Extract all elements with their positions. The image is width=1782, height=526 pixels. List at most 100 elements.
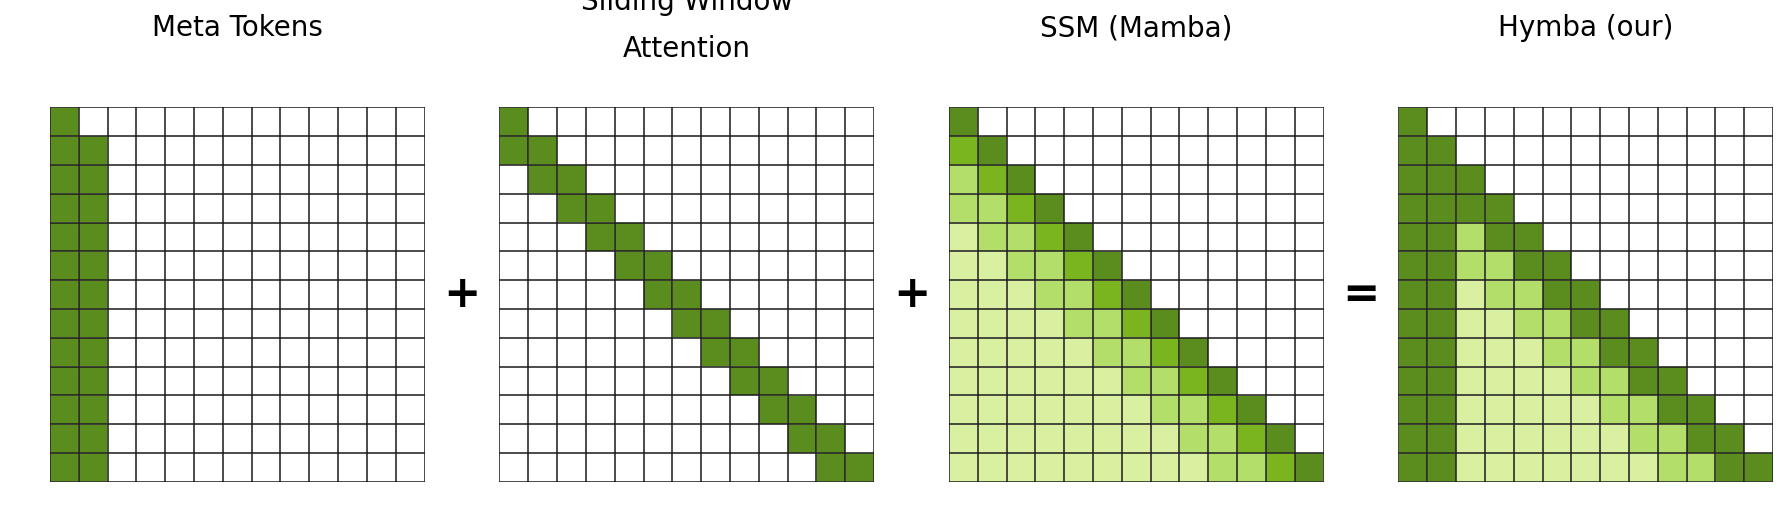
FancyBboxPatch shape [788, 338, 816, 366]
FancyBboxPatch shape [1296, 453, 1324, 482]
FancyBboxPatch shape [1064, 194, 1092, 222]
FancyBboxPatch shape [1515, 223, 1541, 251]
FancyBboxPatch shape [194, 453, 223, 482]
FancyBboxPatch shape [1296, 194, 1324, 222]
FancyBboxPatch shape [529, 107, 556, 136]
FancyBboxPatch shape [137, 338, 166, 366]
FancyBboxPatch shape [978, 424, 1007, 453]
Text: +: + [444, 273, 481, 316]
FancyBboxPatch shape [759, 165, 788, 194]
FancyBboxPatch shape [1151, 309, 1180, 338]
FancyBboxPatch shape [1237, 396, 1265, 424]
FancyBboxPatch shape [615, 424, 643, 453]
FancyBboxPatch shape [643, 165, 672, 194]
FancyBboxPatch shape [396, 280, 424, 309]
FancyBboxPatch shape [731, 424, 759, 453]
FancyBboxPatch shape [1035, 338, 1064, 366]
FancyBboxPatch shape [78, 396, 107, 424]
FancyBboxPatch shape [788, 251, 816, 280]
FancyBboxPatch shape [50, 251, 78, 280]
FancyBboxPatch shape [251, 309, 280, 338]
FancyBboxPatch shape [731, 165, 759, 194]
FancyBboxPatch shape [251, 367, 280, 395]
FancyBboxPatch shape [1035, 280, 1064, 309]
FancyBboxPatch shape [643, 424, 672, 453]
FancyBboxPatch shape [282, 136, 308, 165]
FancyBboxPatch shape [978, 136, 1007, 165]
FancyBboxPatch shape [702, 251, 729, 280]
FancyBboxPatch shape [1657, 107, 1686, 136]
FancyBboxPatch shape [643, 107, 672, 136]
FancyBboxPatch shape [816, 251, 845, 280]
FancyBboxPatch shape [396, 251, 424, 280]
FancyBboxPatch shape [1688, 223, 1714, 251]
FancyBboxPatch shape [50, 280, 78, 309]
FancyBboxPatch shape [1745, 396, 1773, 424]
FancyBboxPatch shape [1629, 453, 1657, 482]
FancyBboxPatch shape [1629, 107, 1657, 136]
FancyBboxPatch shape [1094, 338, 1121, 366]
FancyBboxPatch shape [816, 107, 845, 136]
FancyBboxPatch shape [1094, 396, 1121, 424]
FancyBboxPatch shape [1296, 280, 1324, 309]
FancyBboxPatch shape [759, 338, 788, 366]
FancyBboxPatch shape [50, 424, 78, 453]
FancyBboxPatch shape [586, 194, 615, 222]
FancyBboxPatch shape [1657, 136, 1686, 165]
FancyBboxPatch shape [1515, 396, 1541, 424]
FancyBboxPatch shape [1007, 338, 1035, 366]
FancyBboxPatch shape [1688, 367, 1714, 395]
FancyBboxPatch shape [702, 424, 729, 453]
FancyBboxPatch shape [1716, 338, 1745, 366]
FancyBboxPatch shape [282, 309, 308, 338]
FancyBboxPatch shape [1399, 136, 1427, 165]
FancyBboxPatch shape [1007, 367, 1035, 395]
FancyBboxPatch shape [731, 194, 759, 222]
FancyBboxPatch shape [78, 367, 107, 395]
FancyBboxPatch shape [166, 453, 194, 482]
FancyBboxPatch shape [223, 453, 251, 482]
FancyBboxPatch shape [1600, 280, 1629, 309]
FancyBboxPatch shape [702, 223, 729, 251]
FancyBboxPatch shape [1515, 107, 1541, 136]
FancyBboxPatch shape [1427, 165, 1456, 194]
FancyBboxPatch shape [194, 251, 223, 280]
FancyBboxPatch shape [78, 424, 107, 453]
FancyBboxPatch shape [1237, 107, 1265, 136]
FancyBboxPatch shape [1688, 424, 1714, 453]
FancyBboxPatch shape [586, 107, 615, 136]
FancyBboxPatch shape [367, 453, 396, 482]
Text: =: = [1342, 273, 1379, 316]
FancyBboxPatch shape [1094, 280, 1121, 309]
FancyBboxPatch shape [643, 396, 672, 424]
FancyBboxPatch shape [339, 453, 367, 482]
FancyBboxPatch shape [586, 165, 615, 194]
FancyBboxPatch shape [194, 194, 223, 222]
FancyBboxPatch shape [1688, 165, 1714, 194]
FancyBboxPatch shape [702, 309, 729, 338]
FancyBboxPatch shape [223, 194, 251, 222]
FancyBboxPatch shape [950, 251, 978, 280]
FancyBboxPatch shape [1629, 367, 1657, 395]
FancyBboxPatch shape [845, 309, 873, 338]
FancyBboxPatch shape [759, 136, 788, 165]
FancyBboxPatch shape [1094, 223, 1121, 251]
FancyBboxPatch shape [367, 424, 396, 453]
FancyBboxPatch shape [166, 280, 194, 309]
FancyBboxPatch shape [1572, 136, 1600, 165]
FancyBboxPatch shape [1399, 165, 1427, 194]
FancyBboxPatch shape [1180, 309, 1208, 338]
FancyBboxPatch shape [109, 338, 135, 366]
FancyBboxPatch shape [1427, 223, 1456, 251]
FancyBboxPatch shape [1515, 251, 1541, 280]
FancyBboxPatch shape [194, 136, 223, 165]
FancyBboxPatch shape [1180, 280, 1208, 309]
FancyBboxPatch shape [950, 280, 978, 309]
FancyBboxPatch shape [223, 424, 251, 453]
FancyBboxPatch shape [845, 223, 873, 251]
FancyBboxPatch shape [1180, 338, 1208, 366]
FancyBboxPatch shape [499, 453, 527, 482]
FancyBboxPatch shape [1716, 251, 1745, 280]
FancyBboxPatch shape [1716, 107, 1745, 136]
FancyBboxPatch shape [1123, 338, 1151, 366]
